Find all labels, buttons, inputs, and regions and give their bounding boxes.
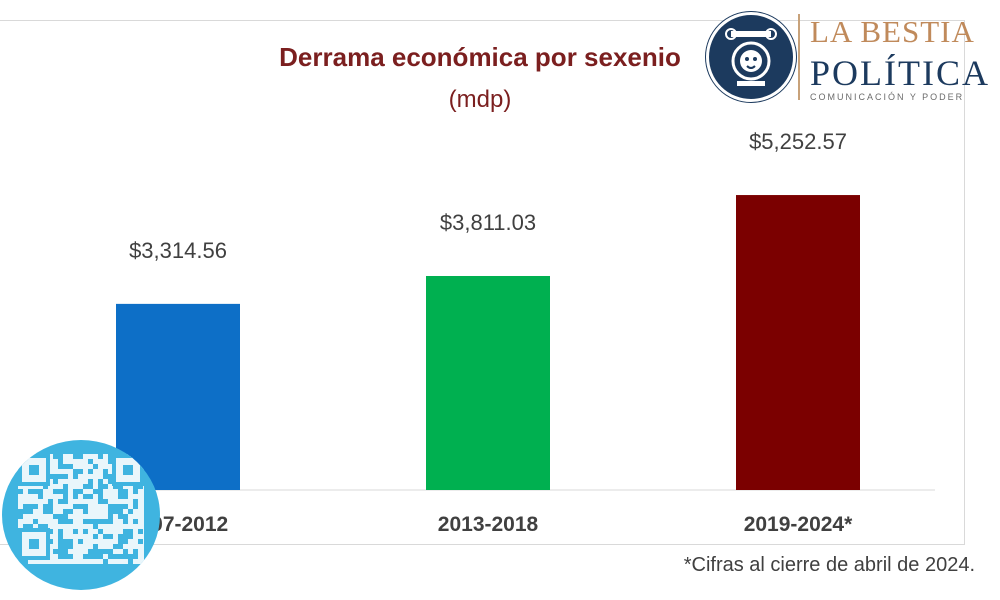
qr-code-icon bbox=[18, 454, 144, 564]
lion-seal-icon bbox=[706, 12, 796, 102]
chart-title: Derrama económica por sexenio bbox=[279, 42, 681, 72]
chart-subtitle: (mdp) bbox=[448, 86, 512, 113]
brand-divider bbox=[798, 14, 800, 100]
bar-2019-2024* bbox=[736, 195, 860, 491]
bar-2013-2018 bbox=[426, 275, 550, 490]
value-label-2013-2018: $3,811.03 bbox=[440, 210, 536, 235]
bars-group: $3,314.562007-2012$3,811.032013-2018$5,2… bbox=[116, 129, 860, 536]
brand-name-line2: POLÍTICA bbox=[810, 53, 990, 93]
qr-badge[interactable] bbox=[2, 440, 160, 590]
brand-tagline: COMUNICACIÓN Y PODER bbox=[810, 92, 965, 102]
category-label-2013-2018: 2013-2018 bbox=[438, 513, 539, 536]
brand-name-line1: LA BESTIA bbox=[810, 14, 975, 49]
brand-logo: LA BESTIA POLÍTICA COMUNICACIÓN Y PODER bbox=[706, 12, 996, 104]
value-label-2007-2012: $3,314.56 bbox=[129, 238, 227, 263]
category-label-2019-2024*: 2019-2024* bbox=[744, 513, 853, 536]
footnote: *Cifras al cierre de abril de 2024. bbox=[683, 554, 975, 576]
value-label-2019-2024*: $5,252.57 bbox=[749, 129, 847, 154]
